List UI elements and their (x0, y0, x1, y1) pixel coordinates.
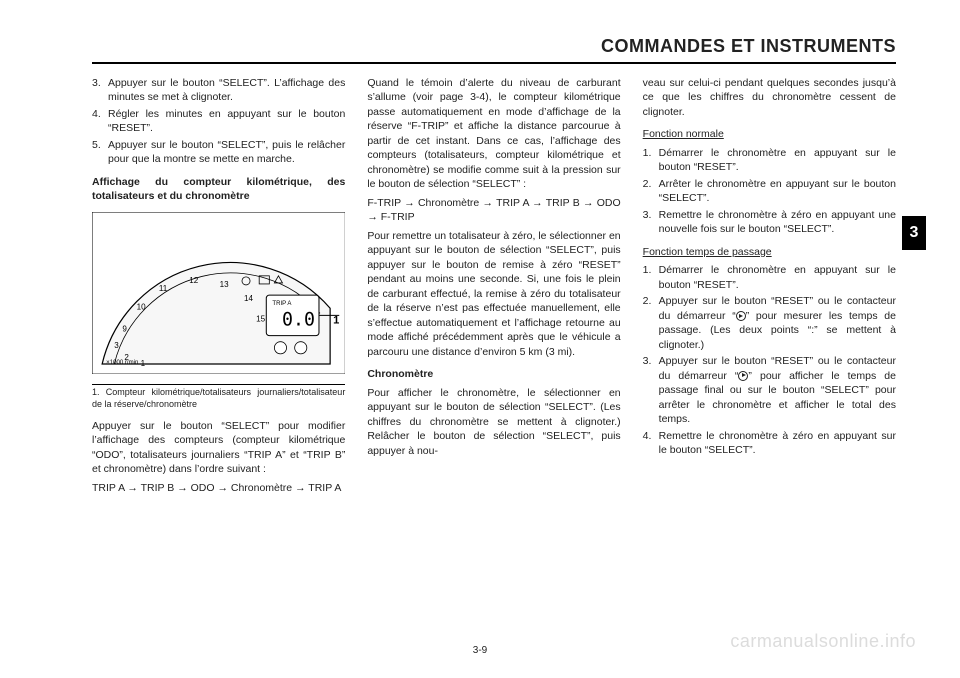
item-number: 2. (643, 177, 659, 206)
manual-page: COMMANDES ET INSTRUMENTS 3 3.Appuyer sur… (0, 0, 960, 678)
dial-number: 11 (159, 284, 168, 293)
ft-heading: Fonction temps de passage (643, 245, 896, 259)
fn-heading: Fonction normale (643, 127, 896, 141)
item-number: 1. (643, 146, 659, 175)
chrono-heading: Chronomètre (367, 367, 620, 381)
header-rule (92, 62, 896, 64)
sequence-text: TRIP A → TRIP B → ODO → Chronomètre → TR… (92, 481, 345, 495)
list-item: 3.Appuyer sur le bouton “SELECT”. L’affi… (92, 76, 345, 105)
caption-rule (92, 384, 345, 385)
subheading: Affichage du compteur kilométrique, des … (92, 175, 345, 204)
item-text: Démarrer le chronomètre en appuyant sur … (659, 263, 896, 292)
numbered-list: 1.Démarrer le chronomètre en appuyant su… (643, 263, 896, 457)
list-item: 1.Démarrer le chronomètre en appuyant su… (643, 263, 896, 292)
watermark-host: carmanualsonline (730, 631, 879, 651)
heading-text: Fonction normale (643, 128, 724, 140)
list-item: 2.Appuyer sur le bouton “RESET” ou le co… (643, 294, 896, 352)
dial-button (274, 342, 286, 354)
callout-number: 1 (333, 314, 339, 326)
item-number: 2. (643, 294, 659, 352)
dial-number: 13 (220, 280, 230, 289)
caption-text: Compteur kilométrique/totalisateurs jour… (92, 387, 345, 409)
section-tab: 3 (902, 216, 926, 250)
dial-button (295, 342, 307, 354)
page-number: 3-9 (473, 645, 487, 656)
item-text: Appuyer sur le bouton “SELECT”, puis le … (108, 138, 345, 167)
numbered-list: 1.Démarrer le chronomètre en appuyant su… (643, 146, 896, 237)
item-number: 3. (643, 208, 659, 237)
dial-number: 3 (114, 341, 119, 350)
item-number: 5. (92, 138, 108, 167)
body-text: Quand le témoin d’alerte du niveau de ca… (367, 76, 620, 192)
item-number: 4. (643, 429, 659, 458)
item-text: Régler les minutes en appuyant sur le bo… (108, 107, 345, 136)
list-item: 3.Appuyer sur le bouton “RESET” ou le co… (643, 354, 896, 426)
starter-icon (736, 311, 746, 321)
item-number: 4. (92, 107, 108, 136)
body-text: Pour remettre un totalisateur à zéro, le… (367, 229, 620, 359)
list-item: 4.Régler les minutes en appuyant sur le … (92, 107, 345, 136)
caption-number: 1. (92, 387, 100, 397)
item-text: Remettre le chronomètre à zéro en appuya… (659, 429, 896, 458)
sequence-text: F-TRIP → Chronomètre → TRIP A → TRIP B →… (367, 196, 620, 225)
list-item: 3.Remettre le chronomètre à zéro en appu… (643, 208, 896, 237)
dial-unit-label: ×1000 r/min (106, 360, 138, 366)
column-2: Quand le témoin d’alerte du niveau de ca… (367, 76, 620, 630)
item-number: 1. (643, 263, 659, 292)
column-1: 3.Appuyer sur le bouton “SELECT”. L’affi… (92, 76, 345, 630)
item-number: 3. (643, 354, 659, 426)
starter-icon (738, 371, 748, 381)
watermark: carmanualsonline.info (730, 631, 916, 652)
item-text: Remettre le chronomètre à zéro en appuya… (659, 208, 896, 237)
item-text: Appuyer sur le bouton “RESET” ou le cont… (659, 294, 896, 352)
content-columns: 3.Appuyer sur le bouton “SELECT”. L’affi… (92, 76, 896, 630)
dial-number: 1 (141, 359, 146, 368)
lcd-mode-label: TRIP A (272, 301, 292, 307)
body-text: Appuyer sur le bouton “SELECT” pour modi… (92, 419, 345, 477)
item-text: Arrêter le chronomètre en appuyant sur l… (659, 177, 896, 206)
dial-number: 15 (256, 314, 266, 323)
body-text: Pour afficher le chronomètre, le sélecti… (367, 386, 620, 458)
dial-number: 9 (122, 324, 127, 333)
body-text: veau sur celui-ci pendant quelques secon… (643, 76, 896, 119)
numbered-list-continued: 3.Appuyer sur le bouton “SELECT”. L’affi… (92, 76, 345, 167)
item-text: Démarrer le chronomètre en appuyant sur … (659, 146, 896, 175)
watermark-tld: .info (879, 631, 916, 651)
list-item: 5.Appuyer sur le bouton “SELECT”, puis l… (92, 138, 345, 167)
heading-text: Fonction temps de passage (643, 246, 772, 258)
figure-caption: 1. Compteur kilométrique/totalisateurs j… (92, 387, 345, 410)
heading-text: Chronomètre (367, 368, 433, 380)
item-text: Appuyer sur le bouton “RESET” ou le cont… (659, 354, 896, 426)
instrument-cluster-figure: 9 10 11 12 13 14 15 3 2 1 ×1000 r/min TR… (92, 212, 345, 374)
list-item: 2.Arrêter le chronomètre en appuyant sur… (643, 177, 896, 206)
list-item: 4.Remettre le chronomètre à zéro en appu… (643, 429, 896, 458)
column-3: veau sur celui-ci pendant quelques secon… (643, 76, 896, 630)
list-item: 1.Démarrer le chronomètre en appuyant su… (643, 146, 896, 175)
dial-number: 14 (244, 294, 254, 303)
page-title: COMMANDES ET INSTRUMENTS (601, 36, 896, 57)
item-number: 3. (92, 76, 108, 105)
dial-number: 12 (189, 276, 199, 285)
lcd-value: 0.0 (282, 309, 315, 330)
item-text: Appuyer sur le bouton “SELECT”. L’affich… (108, 76, 345, 105)
dial-number: 10 (137, 302, 147, 311)
